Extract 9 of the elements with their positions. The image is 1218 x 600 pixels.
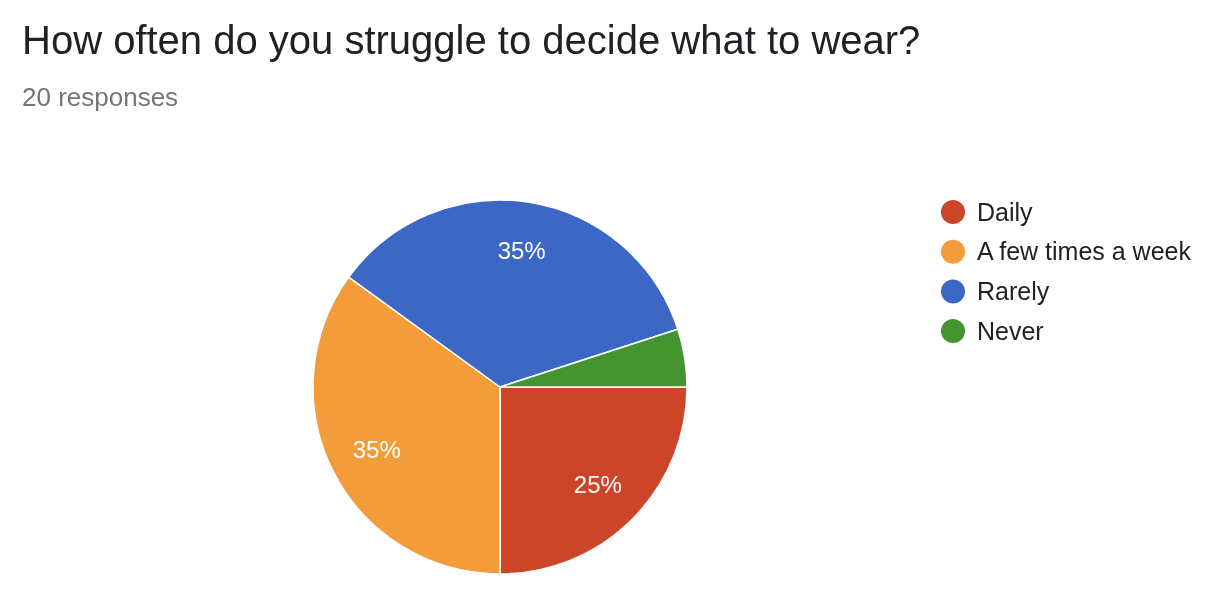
legend-label: Rarely: [977, 277, 1050, 306]
legend-label: Never: [977, 316, 1044, 345]
chart-title: How often do you struggle to decide what to wear?: [22, 18, 921, 62]
data-label: 35%: [352, 436, 401, 464]
text: 20 responses: [22, 82, 179, 112]
data-label: 25%: [573, 471, 622, 499]
data-label: 35%: [497, 236, 546, 264]
legend-label: Daily: [977, 197, 1034, 226]
legend-label: A few times a week: [977, 237, 1192, 266]
